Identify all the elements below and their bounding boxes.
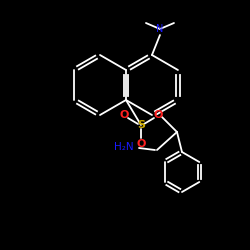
Text: O: O <box>136 139 146 149</box>
Text: N: N <box>156 24 164 34</box>
Text: O: O <box>153 110 163 120</box>
Text: S: S <box>137 120 145 130</box>
Text: O: O <box>119 110 129 120</box>
Text: H₂N: H₂N <box>114 142 134 152</box>
